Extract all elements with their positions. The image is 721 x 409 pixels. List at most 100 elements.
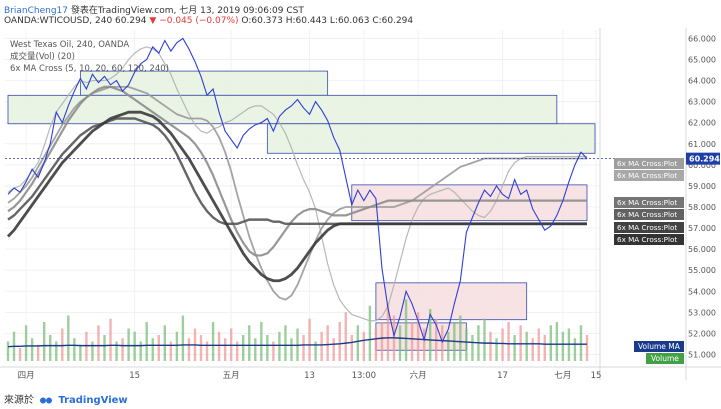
current-price-tag-label: 60.294 [689,155,720,164]
volume-bar-39 [242,335,245,361]
volume-bar-65 [398,325,402,361]
volume-bar-10 [67,315,70,361]
volume-bar-21 [133,331,136,361]
volume-bar-84 [513,335,516,361]
ma-tag-bg-5 [614,234,684,245]
volume-bar-6 [42,322,46,361]
volume-bar-7 [49,335,52,361]
footer: 來源於 TradingView [4,391,128,406]
volume-bar-38 [235,341,239,361]
volume-bar-5 [36,344,40,361]
volume-bar-40 [248,325,251,361]
volume-bar-95 [579,325,583,361]
footer-text: 來源於 [4,395,34,406]
x-tick-label-7: 七月 [554,371,571,381]
ma-tag-bg-4 [614,222,684,233]
x-tick-label-6: 17 [497,371,508,381]
volume-bar-62 [380,322,384,361]
author-link[interactable]: BrianCheng17 [4,6,68,16]
ohlc-low: L:60.063 [329,16,370,26]
x-tick-label-0: 四月 [18,371,35,381]
volume-bar-47 [290,338,293,361]
published-on: 發表在TradingView.com, [70,6,177,16]
y-tick-label-10: 56.000 [688,245,716,254]
volume-bar-22 [139,341,142,361]
volume-ma-tag-bg [634,341,684,352]
volume-bar-91 [555,322,559,361]
volume-bar-20 [127,328,130,361]
volume-bar-32 [199,335,203,361]
volume-bar-17 [109,318,112,361]
x-tick-label-1: 15 [129,371,140,381]
volume-bar-43 [266,335,269,361]
x-tick-label-4: 13:00 [352,371,377,381]
volume-bar-53 [326,325,329,361]
footer-brand[interactable]: TradingView [58,395,128,406]
ohlc-open: O:60.373 [241,16,283,26]
ma-tag-label-5: 6x MA Cross:Plot [617,235,677,244]
volume-bar-42 [260,322,263,361]
volume-bar-52 [320,331,323,361]
volume-bar-96 [585,335,589,361]
symbol-name: OANDA:WTICOUSD, 240 [4,16,113,26]
publish-date: 七月 13, 2019 09:06:09 CST [179,6,304,16]
volume-bar-26 [163,325,167,361]
ma-tag-bg-2 [614,197,684,208]
volume-bar-60 [368,305,372,361]
volume-ma-line [7,337,587,348]
volume-bar-0 [6,341,10,361]
ohlc-high: H:60.443 [285,16,328,26]
volume-bar-13 [85,331,88,361]
y-tick-label-11: 55.000 [688,266,716,275]
y-tick-label-1: 65.000 [688,55,716,64]
volume-bar-51 [314,341,317,361]
volume-bar-33 [205,341,209,361]
ma-tag-label-2: 6x MA Cross:Plot [617,198,677,207]
volume-bar-12 [79,344,82,361]
last-price: 60.294 [115,16,147,26]
ma-tag-label-0: 6x MA Cross:Plot [617,159,677,168]
volume-bar-41 [254,338,257,361]
volume-bar-2 [18,348,22,361]
volume-bar-80 [489,331,492,361]
publish-line: BrianCheng17 發表在TradingView.com, 七月 13, … [4,3,304,16]
volume-bar-16 [103,335,106,361]
volume-bar-25 [157,335,160,361]
y-tick-label-6: 60.000 [688,161,716,170]
volume-bar-24 [151,338,154,361]
volume-bar-82 [501,328,504,361]
x-tick-label-2: 五月 [223,371,240,381]
volume-bar-79 [483,318,486,361]
volume-bar-87 [531,338,534,361]
volume-bar-69 [422,328,426,361]
volume-bar-4 [30,338,34,361]
y-tick-label-15: 51.000 [688,350,716,359]
y-tick-label-12: 54.000 [688,287,716,296]
volume-ma-tag-label: Volume MA [638,342,681,351]
volume-bar-63 [386,302,390,361]
ma-tag-label-4: 6x MA Cross:Plot [617,223,677,232]
volume-bar-28 [175,331,179,361]
ma-tag-bg-0 [614,158,684,169]
volume-bar-67 [410,322,414,361]
y-tick-label-0: 66.000 [688,34,716,43]
volume-bar-68 [416,312,420,361]
volume-bar-11 [73,338,76,361]
y-tick-label-5: 61.000 [688,140,716,149]
volume-bar-70 [428,309,432,361]
volume-bar-81 [495,338,498,361]
volume-bar-61 [374,328,378,361]
x-tick-label-8: 15 [591,371,602,381]
x-tick-label-3: 13 [304,371,315,381]
volume-bar-35 [217,331,221,361]
volume-bar-83 [507,322,510,361]
ma-tag-bg-1 [614,170,684,181]
volume-bar-29 [181,315,185,361]
ma-tag-label-3: 6x MA Cross:Plot [617,210,677,219]
symbol-line: OANDA:WTICOUSD, 240 60.294 ▼ −0.045 (−0.… [4,16,413,26]
volume-bar-44 [272,341,275,361]
ma-line-4 [6,110,587,283]
volume-bar-76 [465,328,468,361]
legend-series: West Texas Oil, 240, OANDA [10,40,130,50]
